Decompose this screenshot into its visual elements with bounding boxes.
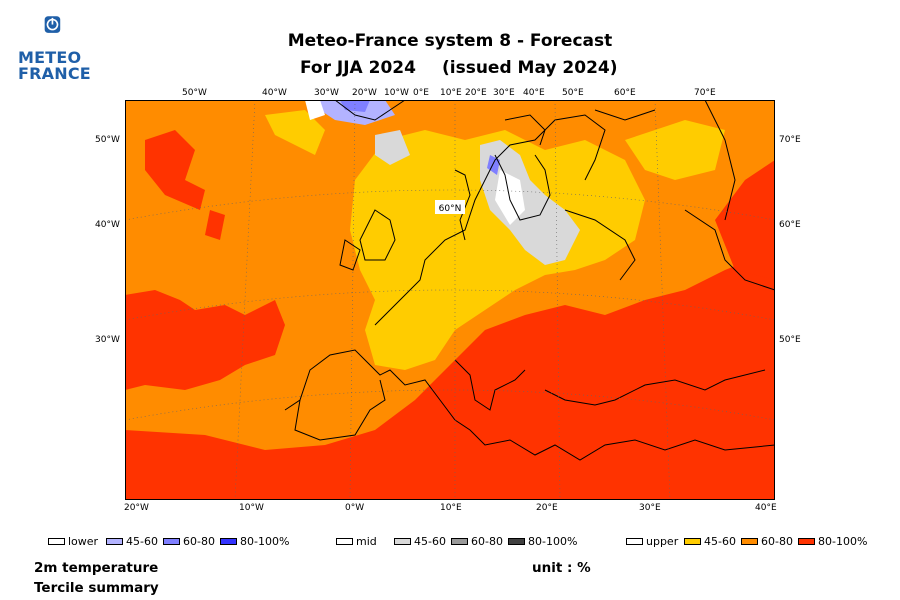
legend-mid-swatch-1 <box>394 537 411 545</box>
legend-lower-swatch-3 <box>220 537 237 545</box>
top-label-20w: 20°W <box>352 88 377 98</box>
legend-upper-label: upper <box>646 534 679 548</box>
left-label-30w: 30°W <box>95 335 120 345</box>
top-label-20e: 20°E <box>465 88 487 98</box>
top-label-50w: 50°W <box>182 88 207 98</box>
legend-lower-item-2: 60-80 <box>183 534 215 548</box>
bottom-label-20e: 20°E <box>536 503 558 513</box>
legend-mid-label: mid <box>356 534 377 548</box>
legend-lower-swatch-1 <box>106 537 123 545</box>
inner-lat-label: 60°N <box>439 204 462 214</box>
legend-upper-item-3: 80-100% <box>818 534 868 548</box>
bottom-label-40e: 40°E <box>755 503 777 513</box>
map-frame <box>125 100 775 500</box>
top-label-30e: 30°E <box>493 88 515 98</box>
bottom-label-10e: 10°E <box>440 503 462 513</box>
right-label-70e: 70°E <box>779 135 801 145</box>
legend-lower-swatch-2 <box>163 537 180 545</box>
legend-upper-swatch-1 <box>684 537 701 545</box>
bottom-label-0w: 0°W <box>345 503 365 513</box>
top-label-0e: 0°E <box>413 88 429 98</box>
logo-text-meteo: METEO <box>18 48 82 67</box>
meteo-france-logo <box>44 16 61 33</box>
legend-upper-swatch-2 <box>741 537 758 545</box>
title-period: For JJA 2024 <box>300 58 416 78</box>
legend-mid-swatch-3 <box>508 537 525 545</box>
footer-variable: 2m temperature <box>34 560 159 576</box>
legend-lower-item-3: 80-100% <box>240 534 290 548</box>
legend-lower-label: lower <box>68 534 99 548</box>
bottom-label-20w: 20°W <box>124 503 149 513</box>
logo-text-france: FRANCE <box>18 64 91 83</box>
legend-mid: mid 45-60 60-80 80-100% <box>336 534 596 548</box>
legend-mid-item-1: 45-60 <box>414 534 446 548</box>
legend-upper-item-1: 45-60 <box>704 534 736 548</box>
title-issued: (issued May 2024) <box>442 58 618 78</box>
forecast-map: 60°N <box>125 100 775 500</box>
legend-mid-swatch-2 <box>451 537 468 545</box>
left-label-50w: 50°W <box>95 135 120 145</box>
legend-upper-item-2: 60-80 <box>761 534 793 548</box>
legend-mid-item-2: 60-80 <box>471 534 503 548</box>
legend-lower-item-1: 45-60 <box>126 534 158 548</box>
footer-summary: Tercile summary <box>34 580 159 596</box>
top-label-40w: 40°W <box>262 88 287 98</box>
footer-unit: unit : % <box>532 560 591 576</box>
top-label-40e: 40°E <box>523 88 545 98</box>
top-label-50e: 50°E <box>562 88 584 98</box>
top-label-10e: 10°E <box>440 88 462 98</box>
top-label-10w: 10°W <box>384 88 409 98</box>
legend-lower: lower 45-60 60-80 80-100% <box>48 534 308 548</box>
title-line-1: Meteo-France system 8 - Forecast <box>287 31 613 51</box>
bottom-label-30e: 30°E <box>639 503 661 513</box>
legend-upper-swatch-3 <box>798 537 815 545</box>
right-label-60e: 60°E <box>779 220 801 230</box>
legend-mid-item-3: 80-100% <box>528 534 578 548</box>
bottom-label-10w: 10°W <box>239 503 264 513</box>
legend-upper: upper 45-60 60-80 80-100% <box>626 534 886 548</box>
top-label-60e: 60°E <box>614 88 636 98</box>
right-label-50e: 50°E <box>779 335 801 345</box>
top-label-70e: 70°E <box>694 88 716 98</box>
top-label-30w: 30°W <box>314 88 339 98</box>
left-label-40w: 40°W <box>95 220 120 230</box>
